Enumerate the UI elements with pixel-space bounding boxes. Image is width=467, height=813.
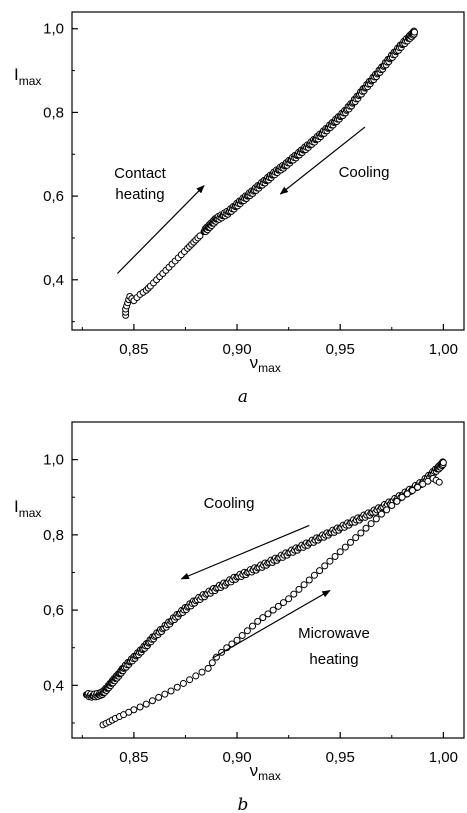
data-point	[192, 672, 200, 680]
y-tick-label: 0,8	[43, 104, 64, 121]
data-point	[367, 520, 375, 528]
data-point	[249, 622, 257, 630]
data-point	[285, 595, 293, 603]
data-point	[331, 552, 339, 560]
y-axis-label: Imax	[14, 65, 41, 88]
data-point	[300, 581, 308, 589]
data-point	[295, 585, 303, 593]
data-point	[424, 477, 432, 485]
x-tick-label: 0,90	[222, 749, 251, 766]
data-point	[243, 627, 251, 635]
y-tick-label: 0,4	[43, 272, 64, 289]
data-point	[347, 538, 355, 546]
data-point	[254, 617, 262, 625]
data-point	[410, 28, 418, 36]
data-point	[372, 515, 380, 523]
data-point	[435, 478, 443, 486]
data-point	[357, 529, 365, 537]
data-point	[279, 599, 287, 607]
panel-letter: b	[238, 795, 249, 813]
data-point	[388, 502, 396, 510]
annotation-text: Microwave	[298, 625, 370, 642]
data-point	[341, 543, 349, 551]
y-axis-label: Imax	[14, 497, 41, 520]
annotation-text: heating	[309, 651, 358, 668]
data-point	[362, 524, 370, 532]
annotation-text: heating	[115, 186, 164, 203]
series-2	[200, 27, 418, 236]
data-point	[408, 486, 416, 494]
data-point	[233, 636, 241, 644]
data-point	[167, 687, 175, 695]
data-point	[136, 703, 144, 711]
data-point	[414, 483, 422, 491]
plot-frame	[71, 421, 465, 739]
data-point	[161, 690, 169, 698]
data-point	[352, 534, 360, 542]
data-point	[290, 590, 298, 598]
data-point	[439, 459, 447, 467]
data-point	[130, 706, 138, 714]
series-1	[122, 232, 204, 319]
x-tick-label: 1,00	[429, 749, 458, 766]
data-point	[393, 497, 401, 505]
data-point	[419, 480, 427, 488]
annotation-text: Contact	[114, 165, 167, 182]
annotation-text: Cooling	[339, 164, 390, 181]
data-point	[204, 664, 212, 672]
data-point	[274, 602, 282, 610]
y-tick-label: 0,8	[43, 527, 64, 544]
y-tick-label: 0,6	[43, 188, 64, 205]
data-point	[383, 506, 391, 514]
y-tick-label: 1,0	[43, 21, 64, 38]
data-point	[321, 562, 329, 570]
annotation-arrow	[279, 126, 366, 195]
data-point	[326, 557, 334, 565]
data-point	[142, 700, 150, 708]
data-point	[155, 693, 163, 701]
x-tick-label: 0,95	[326, 341, 355, 358]
data-point	[238, 631, 246, 639]
annotation-arrow	[180, 524, 310, 580]
data-point	[316, 567, 324, 575]
data-point	[173, 683, 181, 691]
y-tick-label: 0,6	[43, 602, 64, 619]
annotation-arrow	[116, 185, 205, 274]
plot-frame	[71, 11, 465, 331]
data-point	[264, 610, 272, 618]
data-point	[259, 614, 267, 622]
x-tick-label: 0,90	[222, 341, 251, 358]
x-tick-label: 0,95	[326, 749, 355, 766]
data-point	[198, 668, 206, 676]
x-tick-label: 0,85	[119, 749, 148, 766]
x-axis-label: νmax	[250, 353, 281, 375]
y-tick-label: 1,0	[43, 452, 64, 469]
x-axis-label: νmax	[250, 761, 281, 783]
data-point	[186, 676, 194, 684]
data-point	[305, 576, 313, 584]
annotation-text: Cooling	[204, 495, 255, 512]
data-point	[179, 679, 187, 687]
x-tick-label: 0,85	[119, 341, 148, 358]
data-point	[403, 490, 411, 498]
panel-b: 0,85 0,90 0,95 1,00 0,4 0,6 0,8 1,0 Imax νmax Cool…	[14, 421, 465, 813]
series-2	[99, 474, 443, 729]
data-point	[269, 606, 277, 614]
data-point	[310, 571, 318, 579]
series-1	[82, 458, 447, 701]
data-point	[196, 232, 204, 240]
y-tick-label: 0,4	[43, 677, 64, 694]
annotation-arrow	[211, 590, 331, 659]
data-point	[148, 697, 156, 705]
data-point	[208, 659, 216, 667]
x-tick-label: 1,00	[429, 341, 458, 358]
data-point	[398, 493, 406, 501]
data-point	[377, 510, 385, 518]
panel-letter: a	[238, 387, 248, 407]
panel-a: 0,85 0,90 0,95 1,00 0,4 0,6 0,8 1,0 Imax νmax Cont…	[14, 11, 465, 407]
data-point	[336, 548, 344, 556]
